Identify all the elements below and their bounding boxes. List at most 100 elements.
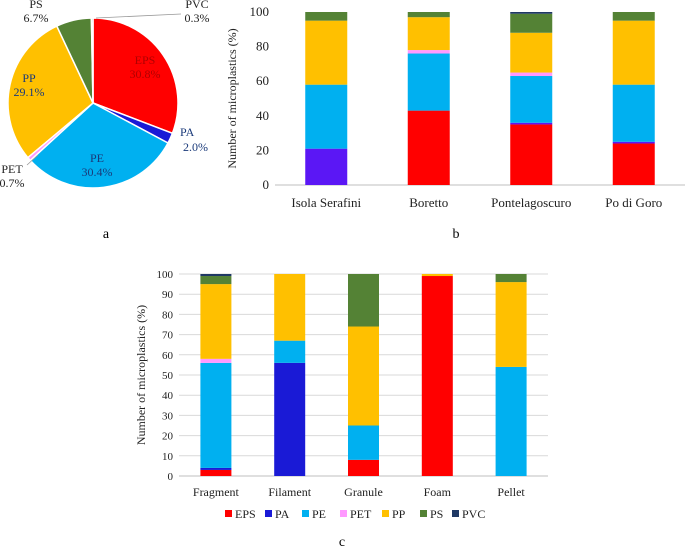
bar-segment-fragment-pe — [200, 362, 232, 468]
pie-label-pe: PE — [90, 151, 104, 165]
bar-segment-pontelagoscuro-eps — [510, 124, 553, 185]
bar-segment-fragment-ps — [200, 276, 232, 285]
bar-segment-granule-pp — [348, 326, 379, 426]
y-tick-label: 90 — [162, 289, 174, 301]
pie-pct-pe: 30.4% — [82, 165, 113, 179]
bar-segment-boretto-pp — [407, 17, 450, 51]
bar-segment-po-di-goro-ps — [612, 12, 655, 21]
pie-label-pa: PA — [180, 125, 195, 139]
pie-slice-pe — [29, 102, 170, 189]
bar-segment-fragment-eps — [200, 469, 232, 476]
bar-segment-po-di-goro-eps — [612, 143, 655, 185]
pie-leader-pet — [26, 154, 39, 166]
bar-segment-boretto-pet — [407, 50, 450, 54]
bar-segment-boretto-ps — [407, 12, 450, 18]
bar-segment-pontelagoscuro-pp — [510, 32, 553, 73]
y-tick-label: 60 — [162, 350, 174, 362]
legend-c: EPS PA PE PET PP PS PVC — [225, 507, 485, 521]
panel-label-c: c — [339, 535, 345, 548]
pie-pct-eps: 30.8% — [130, 67, 161, 81]
bar-segment-foam-pp — [421, 274, 453, 277]
legend-label-pvc: PVC — [462, 507, 485, 521]
bar-segment-fragment-pp — [200, 284, 232, 359]
bar-segment-pontelagoscuro-pvc — [510, 12, 553, 14]
y-tick-label: 30 — [162, 410, 174, 422]
bar-segment-boretto-pe — [407, 53, 450, 111]
bar-segment-pellet-ps — [495, 274, 527, 283]
bar-segment-filament-pp — [274, 274, 306, 341]
x-tick-label-foam: Foam — [424, 485, 452, 499]
bar-segment-granule-eps — [348, 459, 379, 476]
legend-label-pe: PE — [312, 507, 326, 521]
legend-swatch-pa — [265, 510, 272, 517]
bar-segment-isola-serafini-pa — [305, 148, 348, 185]
bar-segment-pontelagoscuro-pet — [510, 72, 553, 77]
x-tick-label-pontelagoscuro: Pontelagoscuro — [491, 195, 571, 210]
legend-swatch-ps — [420, 510, 427, 517]
legend-swatch-pvc — [452, 510, 459, 517]
pie-label-pet: PET — [1, 162, 23, 176]
bar-segment-boretto-eps — [407, 110, 450, 185]
bar-segment-fragment-pa — [200, 467, 232, 470]
bar-segment-po-di-goro-pe — [612, 84, 655, 142]
y-tick-label: 80 — [162, 309, 174, 321]
y-tick-label: 100 — [250, 4, 270, 19]
pie-pct-ps: 6.7% — [24, 11, 49, 25]
y-tick-label: 40 — [162, 390, 174, 402]
bar-segment-filament-pa — [274, 362, 306, 476]
y-tick-label: 10 — [162, 451, 174, 463]
bar-segment-pellet-pp — [495, 282, 527, 367]
y-tick-label: 20 — [162, 431, 174, 443]
stacked-bar-chart-c: 0 10 20 30 40 50 60 70 80 90 100 Number of micropla… — [134, 269, 548, 499]
bar-segment-granule-pe — [348, 425, 379, 460]
pie-pct-pet: 0.7% — [0, 176, 25, 190]
pie-label-pp: PP — [22, 71, 36, 85]
bar-segment-pontelagoscuro-pa — [510, 122, 553, 125]
bar-segment-fragment-pet — [200, 358, 232, 363]
bar-segment-isola-serafini-pe — [305, 84, 348, 149]
pie-leader-pvc — [95, 13, 182, 19]
legend-swatch-pe — [302, 510, 309, 517]
legend-label-ps: PS — [430, 507, 443, 521]
y-tick-label: 0 — [168, 471, 174, 483]
x-tick-label-filament: Filament — [268, 485, 311, 499]
x-tick-label-fragment: Fragment — [193, 485, 240, 499]
y-axis-label: Number of microplastics (%) — [134, 305, 148, 445]
x-tick-label-po-di-goro: Po di Goro — [605, 195, 662, 210]
pie-label-pvc: PVC — [185, 0, 208, 11]
panel-label-a: a — [103, 227, 110, 242]
pie-pct-pp: 29.1% — [14, 85, 45, 99]
legend-swatch-eps — [225, 510, 232, 517]
legend-label-pp: PP — [392, 507, 406, 521]
y-tick-label: 80 — [256, 39, 269, 54]
y-axis-label: Number of microplastics (%) — [225, 28, 239, 168]
pie-slice-eps — [92, 17, 179, 135]
bar-segment-po-di-goro-pp — [612, 20, 655, 85]
bar-segment-isola-serafini-ps — [305, 12, 348, 21]
bar-segment-pontelagoscuro-ps — [510, 13, 553, 33]
bar-segment-foam-eps — [421, 276, 453, 476]
x-tick-label-granule: Granule — [344, 485, 383, 499]
y-tick-label: 50 — [162, 370, 174, 382]
pie-pct-pa: 2.0% — [183, 140, 208, 154]
pie-slice-pvc — [90, 17, 94, 104]
panel-label-b: b — [453, 227, 460, 242]
bar-segment-isola-serafini-pp — [305, 20, 348, 85]
pie-pct-pvc: 0.3% — [185, 11, 210, 25]
x-tick-label-boretto: Boretto — [409, 195, 448, 210]
x-tick-label-pellet: Pellet — [497, 485, 525, 499]
pie-label-ps: PS — [29, 0, 42, 11]
legend-label-pet: PET — [350, 507, 372, 521]
y-tick-label: 0 — [263, 177, 270, 192]
bar-segment-po-di-goro-pa — [612, 141, 655, 144]
bar-segment-filament-pe — [274, 340, 306, 363]
bar-segment-pontelagoscuro-pe — [510, 76, 553, 123]
bar-segment-fragment-pvc — [200, 274, 232, 277]
legend-swatch-pet — [340, 510, 347, 517]
x-tick-label-isola-serafini: Isola Serafini — [291, 195, 361, 210]
y-tick-label: 100 — [157, 269, 174, 281]
bar-segment-granule-ps — [348, 274, 379, 327]
legend-swatch-pp — [382, 510, 389, 517]
